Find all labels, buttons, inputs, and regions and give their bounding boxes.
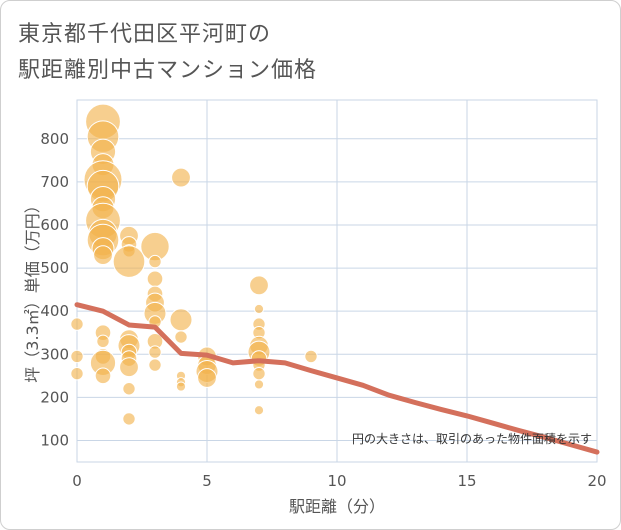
y-tick-label: 700 xyxy=(40,173,69,191)
bubble-point xyxy=(197,368,217,388)
x-tick-label: 20 xyxy=(587,472,606,490)
average-price-line xyxy=(74,302,600,455)
bubble-point xyxy=(253,303,265,315)
x-tick-label: 5 xyxy=(202,472,212,490)
y-tick-label: 200 xyxy=(40,388,69,406)
bubble-point xyxy=(253,379,265,390)
tick-labels: 100 200 300 400 500 600 700 800 0 5 10 15 20 xyxy=(40,130,606,490)
bubble-point xyxy=(93,245,113,266)
x-tick-label: 10 xyxy=(327,472,346,490)
y-tick-label: 100 xyxy=(40,431,69,449)
bubble-layer xyxy=(70,103,318,426)
y-tick-label: 300 xyxy=(40,345,69,363)
bubble-point xyxy=(70,317,84,331)
grid xyxy=(76,99,598,463)
x-axis-label: 駅距離（分） xyxy=(289,497,385,516)
bubble-point xyxy=(96,334,110,349)
bubble-point xyxy=(252,366,266,381)
trend-line-layer xyxy=(74,302,600,455)
bubble-point xyxy=(112,245,146,278)
bubble-point xyxy=(249,275,269,296)
x-tick-label: 0 xyxy=(72,472,82,490)
bubble-point xyxy=(253,405,265,416)
bubble-point xyxy=(70,349,84,364)
bubble-point xyxy=(169,308,193,332)
bubble-point xyxy=(148,345,162,359)
size-note: 円の大きさは、取引のあった物件面積を示す xyxy=(352,431,592,446)
bubble-point xyxy=(148,358,162,372)
bubble-point xyxy=(304,349,318,364)
y-tick-label: 400 xyxy=(40,302,69,320)
y-axis-label: 坪（3.3㎡）単価（万円） xyxy=(23,197,42,382)
chart-title-line2: 駅距離別中古マンション価格 xyxy=(18,58,318,83)
bubble-point xyxy=(119,357,139,378)
chart-title-line1: 東京都千代田区平河町の xyxy=(18,22,272,47)
bubble-point xyxy=(122,412,136,426)
y-tick-label: 600 xyxy=(40,216,69,234)
bubble-point xyxy=(148,254,162,269)
y-tick-label: 500 xyxy=(40,259,69,277)
y-tick-label: 800 xyxy=(40,130,69,148)
bubble-point xyxy=(174,330,188,344)
bubble-point xyxy=(94,367,112,385)
bubble-point xyxy=(171,167,191,188)
bubble-point xyxy=(70,366,84,381)
x-tick-label: 15 xyxy=(457,472,476,490)
bubble-point xyxy=(146,270,164,288)
bubble-point xyxy=(175,381,187,392)
bubble-point xyxy=(122,382,136,396)
